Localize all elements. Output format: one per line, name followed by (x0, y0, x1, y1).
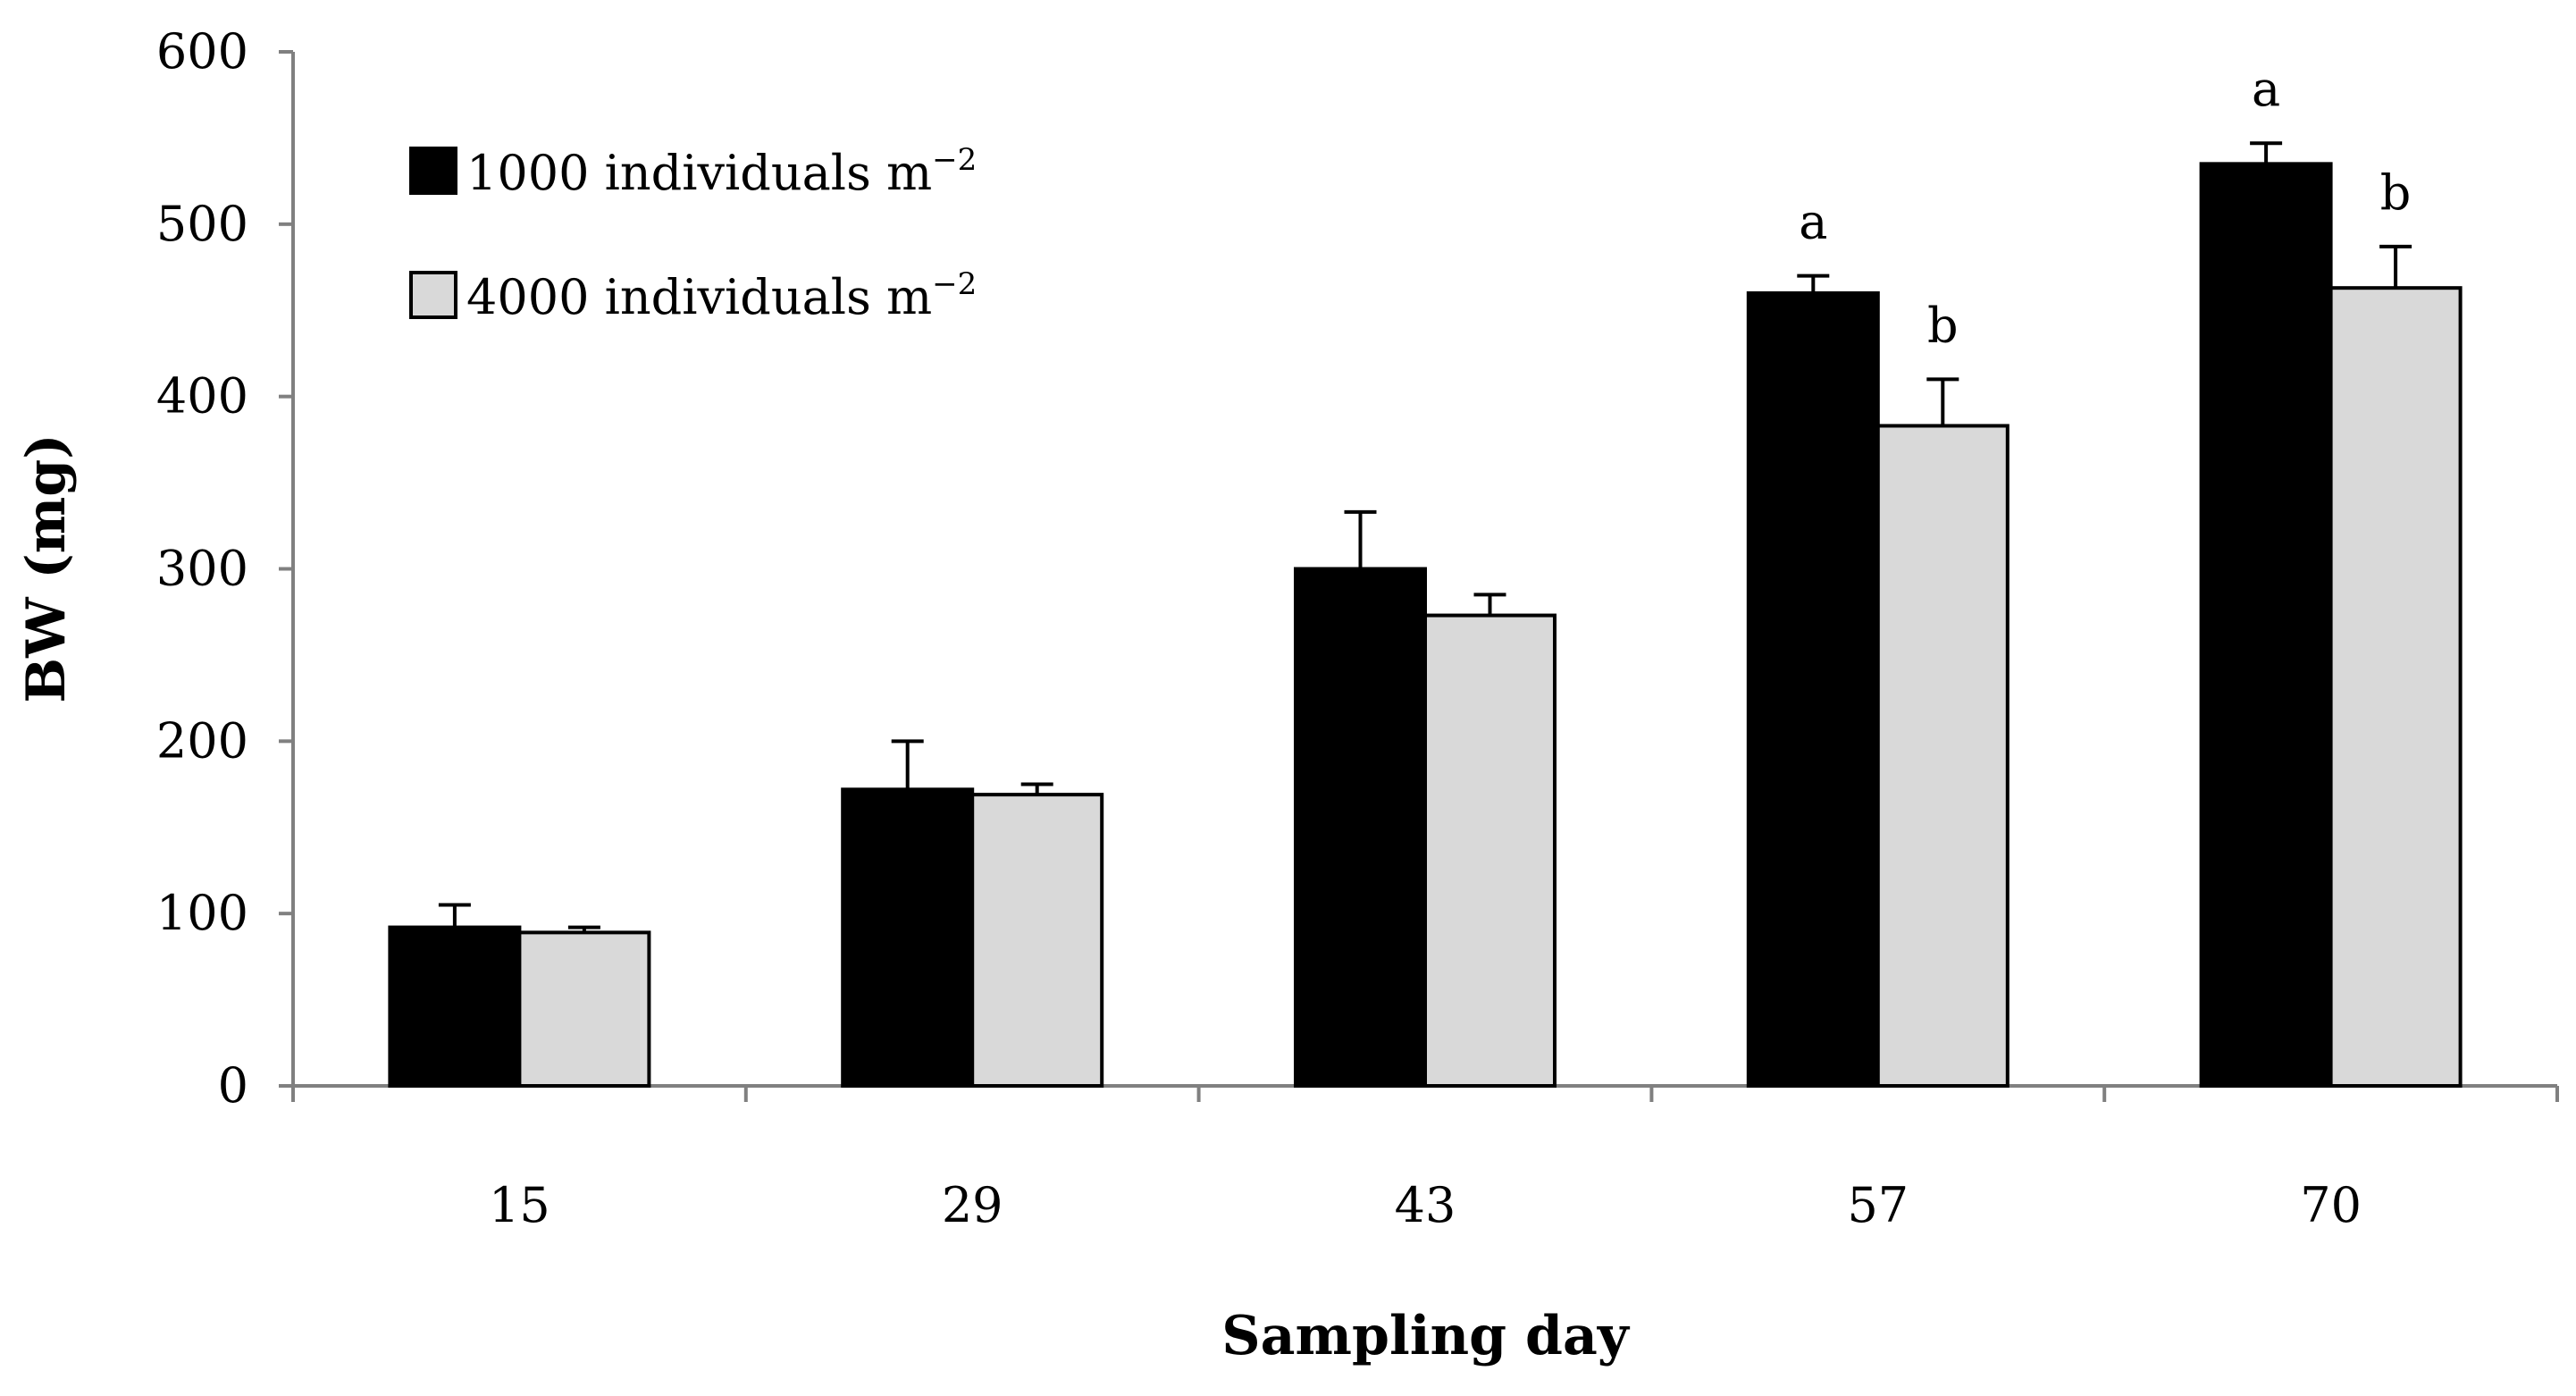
bar-series-1-57 (1746, 290, 1880, 1088)
bars (388, 162, 2463, 1089)
legend-swatch-1000 (409, 147, 457, 195)
significance-label: a (2252, 61, 2280, 117)
x-tick-label: 15 (489, 1177, 550, 1233)
bar-series-1-70 (2199, 162, 2333, 1088)
bar-series-1-43 (1294, 567, 1427, 1088)
bar-series-1-15 (388, 925, 522, 1089)
error-bars (438, 141, 2412, 933)
y-tick-label: 300 (156, 541, 248, 597)
y-tick-label: 100 (156, 885, 248, 941)
y-tick-label: 200 (156, 712, 248, 769)
significance-label: b (2380, 164, 2412, 221)
x-axis-title: Sampling day (1221, 1305, 1631, 1367)
bar-series-2-29 (970, 793, 1104, 1089)
x-tick-label: 70 (2300, 1177, 2362, 1233)
x-ticks: 15 29 43 57 70 (291, 1086, 2559, 1233)
significance-label: b (1927, 297, 1959, 353)
legend-swatch-4000 (409, 271, 457, 319)
x-tick-label: 43 (1395, 1177, 1456, 1233)
y-ticks: 0 100 200 300 400 500 600 (156, 23, 293, 1114)
bar-series-2-43 (1423, 613, 1557, 1088)
y-axis-title: BW (mg) (15, 433, 78, 702)
significance-label: a (1799, 194, 1827, 250)
legend-label-1000: 1000 individuals m−2 (466, 142, 977, 201)
legend: 1000 individuals m−2 4000 individuals m−… (409, 142, 977, 325)
x-tick-label: 29 (942, 1177, 1003, 1233)
bar-series-2-57 (1875, 424, 2010, 1089)
y-tick-label: 600 (156, 23, 248, 80)
y-tick-label: 500 (156, 196, 248, 252)
bar-series-2-70 (2328, 286, 2463, 1089)
y-tick-label: 0 (218, 1057, 248, 1114)
x-tick-label: 57 (1847, 1177, 1909, 1233)
legend-label-4000: 4000 individuals m−2 (466, 266, 977, 325)
bar-series-2-15 (517, 930, 651, 1088)
bar-series-1-29 (841, 787, 975, 1088)
y-tick-label: 400 (156, 368, 248, 425)
significance-labels: a a b b (1799, 61, 2411, 353)
